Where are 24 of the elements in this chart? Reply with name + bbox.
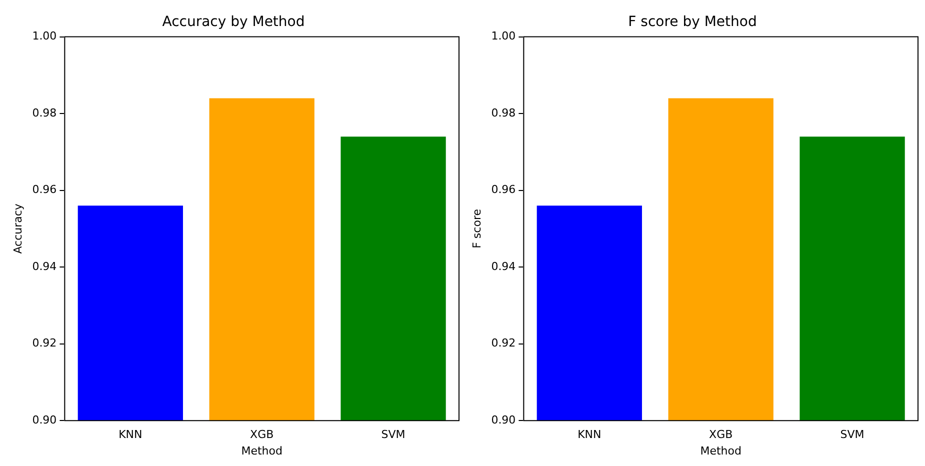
chart-title: F score by Method xyxy=(628,14,757,30)
x-tick-label: SVM xyxy=(840,428,864,442)
y-tick-label: 0.98 xyxy=(491,106,516,120)
y-tick-label: 0.96 xyxy=(32,183,57,196)
chart-title: Accuracy by Method xyxy=(162,14,305,30)
y-axis-title: Accuracy xyxy=(11,203,24,254)
y-tick-label: 0.92 xyxy=(32,336,57,350)
y-axis-title: F score xyxy=(470,208,484,248)
y-tick-label: 0.94 xyxy=(491,260,516,273)
y-tick-label: 0.94 xyxy=(32,260,57,273)
x-tick-label: SVM xyxy=(381,428,406,442)
y-tick-label: 0.98 xyxy=(32,106,57,120)
x-axis-title: Method xyxy=(241,444,282,458)
x-tick-label: XGB xyxy=(250,428,274,442)
x-axis-title: Method xyxy=(700,444,742,458)
y-tick-label: 0.90 xyxy=(491,413,516,426)
y-tick-label: 0.92 xyxy=(491,336,516,350)
x-tick-label: KNN xyxy=(578,428,602,442)
y-tick-label: 0.96 xyxy=(491,183,516,196)
x-tick-label: KNN xyxy=(118,428,142,442)
y-tick-label: 0.90 xyxy=(32,413,57,426)
x-tick-label: XGB xyxy=(709,428,733,442)
y-tick-label: 1.00 xyxy=(32,30,57,43)
y-tick-label: 1.00 xyxy=(491,30,516,43)
